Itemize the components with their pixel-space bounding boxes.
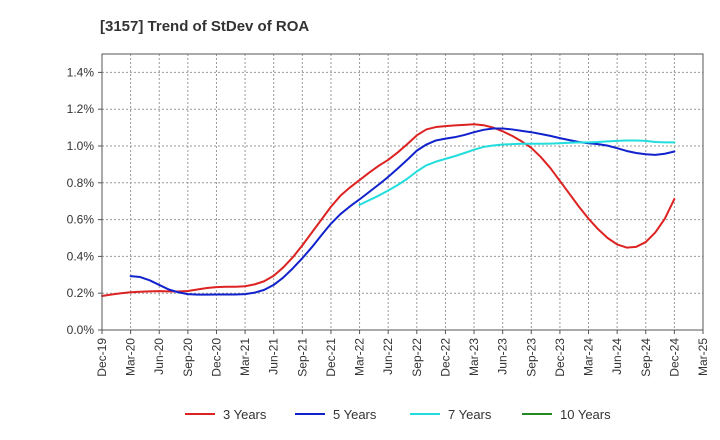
chart-title: [3157] Trend of StDev of ROA xyxy=(100,18,309,35)
x-tick-label: Jun-22 xyxy=(381,338,395,375)
x-tick-label: Dec-19 xyxy=(95,338,109,377)
y-tick-label: 1.0% xyxy=(67,139,95,153)
y-tick-label: 0.4% xyxy=(67,249,95,263)
x-tick-label: Mar-24 xyxy=(582,338,596,376)
y-tick-label: 0.8% xyxy=(67,176,95,190)
legend-label-2: 7 Years xyxy=(448,407,492,422)
x-tick-label: Jun-21 xyxy=(267,338,281,375)
y-tick-label: 0.6% xyxy=(67,213,95,227)
y-tick-label: 1.4% xyxy=(67,65,95,79)
x-tick-label: Sep-22 xyxy=(410,338,424,377)
x-tick-label: Mar-20 xyxy=(124,338,138,376)
series-line-2 xyxy=(358,139,676,206)
x-tick-label: Sep-24 xyxy=(639,338,653,377)
y-tick-label: 0.0% xyxy=(67,323,95,337)
legend-label-1: 5 Years xyxy=(333,407,377,422)
x-tick-label: Sep-21 xyxy=(295,338,309,377)
series-line-0 xyxy=(101,123,676,297)
x-tick-label: Dec-24 xyxy=(667,338,681,377)
x-tick-label: Mar-22 xyxy=(353,338,367,376)
legend: 3 Years 5 Years 7 Years 10 Years xyxy=(185,407,611,422)
x-tick-label: Sep-23 xyxy=(524,338,538,377)
plot-area xyxy=(102,54,703,330)
x-tick-label: Mar-21 xyxy=(238,338,252,376)
y-axis-ticks: 0.0% 0.2% 0.4% 0.6% 0.8% 1.0% 1.2% 1.4% xyxy=(67,65,102,337)
x-tick-label: Mar-25 xyxy=(696,338,710,376)
y-tick-label: 1.2% xyxy=(67,102,95,116)
x-tick-label: Jun-20 xyxy=(152,338,166,375)
x-tick-label: Jun-24 xyxy=(610,338,624,375)
x-tick-label: Mar-23 xyxy=(467,338,481,376)
x-tick-label: Dec-21 xyxy=(324,338,338,377)
plot-border xyxy=(101,53,704,331)
legend-label-0: 3 Years xyxy=(223,407,267,422)
y-tick-label: 0.2% xyxy=(67,286,95,300)
legend-label-3: 10 Years xyxy=(560,407,611,422)
x-axis-ticks: Dec-19 Mar-20 Jun-20 Sep-20 Dec-20 Mar-21 Jun-… xyxy=(95,330,710,377)
x-tick-label: Dec-22 xyxy=(438,338,452,377)
series-lines xyxy=(101,123,676,297)
x-tick-label: Dec-20 xyxy=(209,338,223,377)
grid-lines xyxy=(102,54,703,330)
x-tick-label: Dec-23 xyxy=(553,338,567,377)
x-tick-label: Sep-20 xyxy=(181,338,195,377)
x-tick-label: Jun-23 xyxy=(496,338,510,375)
